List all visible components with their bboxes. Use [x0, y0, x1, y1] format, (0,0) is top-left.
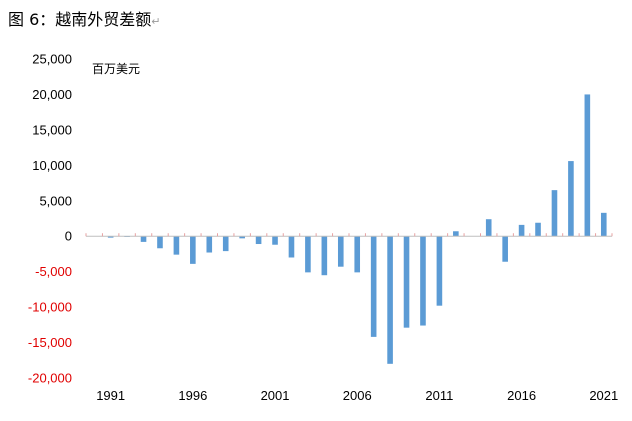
bar-2000	[255, 236, 262, 245]
y-tick-label: -10,000	[28, 300, 72, 315]
bar-1991	[107, 236, 114, 238]
bar-2018	[551, 190, 558, 237]
chart-title-text: 图 6：越南外贸差额	[8, 10, 152, 29]
bar-2010	[420, 236, 426, 326]
x-tick-label: 2016	[507, 388, 536, 403]
bar-2001	[272, 236, 278, 245]
bar-1996	[190, 236, 196, 264]
bar-1997	[206, 236, 213, 253]
zero-axis	[85, 233, 613, 237]
x-tick-label: 2021	[589, 388, 618, 403]
bars-group	[107, 94, 607, 364]
bar-2002	[288, 236, 295, 258]
bar-1994	[157, 236, 163, 249]
x-tick-label: 2001	[261, 388, 290, 403]
paragraph-mark-icon: ↵	[151, 15, 161, 28]
y-tick-label: 0	[65, 229, 72, 244]
bar-2004	[321, 236, 328, 276]
bar-2008	[387, 236, 393, 364]
bar-2020	[584, 94, 591, 237]
y-unit-label: 百万美元	[92, 62, 140, 76]
x-axis-tick-labels: 1991 1996 2001 2006 2011 2016 2021	[96, 388, 618, 403]
bar-2009	[403, 236, 410, 328]
bar-2014	[485, 219, 492, 237]
bar-1995	[173, 236, 180, 255]
chart-title: 图 6：越南外贸差额↵	[8, 6, 161, 30]
bar-2006	[354, 236, 361, 273]
x-tick-label: 2011	[425, 388, 453, 403]
x-tick-label: 1996	[178, 388, 207, 403]
bar-1998	[222, 236, 229, 252]
bar-2019	[568, 161, 574, 237]
y-tick-label: -5,000	[35, 264, 72, 279]
bar-1999	[239, 236, 245, 239]
x-tick-label: 2006	[343, 388, 372, 403]
bar-2015	[502, 236, 508, 262]
bar-2017	[535, 222, 541, 237]
y-tick-label: -15,000	[28, 335, 72, 350]
bar-2012	[453, 231, 459, 237]
y-tick-label: 5,000	[39, 193, 72, 208]
bar-2011	[436, 236, 443, 306]
y-tick-label: 10,000	[32, 158, 72, 173]
bar-1993	[140, 236, 147, 242]
bar-2016	[518, 224, 525, 237]
y-tick-label: 20,000	[32, 87, 72, 102]
y-tick-label: 25,000	[32, 52, 72, 67]
bar-2007	[370, 236, 377, 337]
y-tick-label: 15,000	[32, 122, 72, 137]
bar-2021	[600, 212, 607, 237]
bar-2005	[337, 236, 344, 267]
x-tick-label: 1991	[96, 388, 125, 403]
y-tick-label: -20,000	[28, 371, 72, 386]
y-axis-tick-labels: 25,000 20,000 15,000 10,000 5,000 0 -5,000 -10,…	[28, 52, 72, 386]
bar-2003	[305, 236, 311, 273]
